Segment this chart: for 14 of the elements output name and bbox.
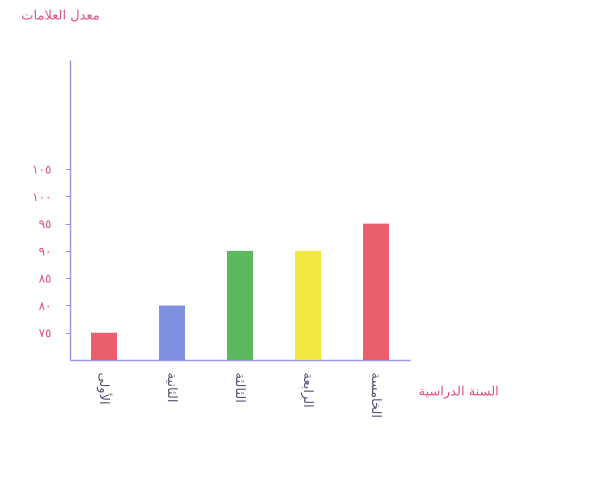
y-tick-label: ٨٠: [38, 298, 52, 313]
x-axis-title: السنة الدراسية: [418, 384, 499, 400]
y-tick-label: ٩٥: [38, 217, 52, 232]
y-tick-label: ٨٥: [38, 272, 52, 286]
x-tick-label: الثالثة: [232, 372, 247, 403]
y-tick-label: ١٠٠: [32, 190, 52, 204]
y-tick-label: ١٠٥: [32, 162, 52, 177]
y-tick-label: ٩٠: [38, 244, 52, 258]
x-tick-label: الثانية: [164, 372, 179, 402]
x-tick-label: الخامسة: [368, 372, 383, 418]
x-tick-label: الأولى: [96, 372, 113, 405]
y-axis-title: معدل العلامات: [21, 8, 100, 24]
x-tick-label: الرابعة: [300, 372, 315, 408]
y-tick-label: ٧٥: [38, 326, 52, 340]
